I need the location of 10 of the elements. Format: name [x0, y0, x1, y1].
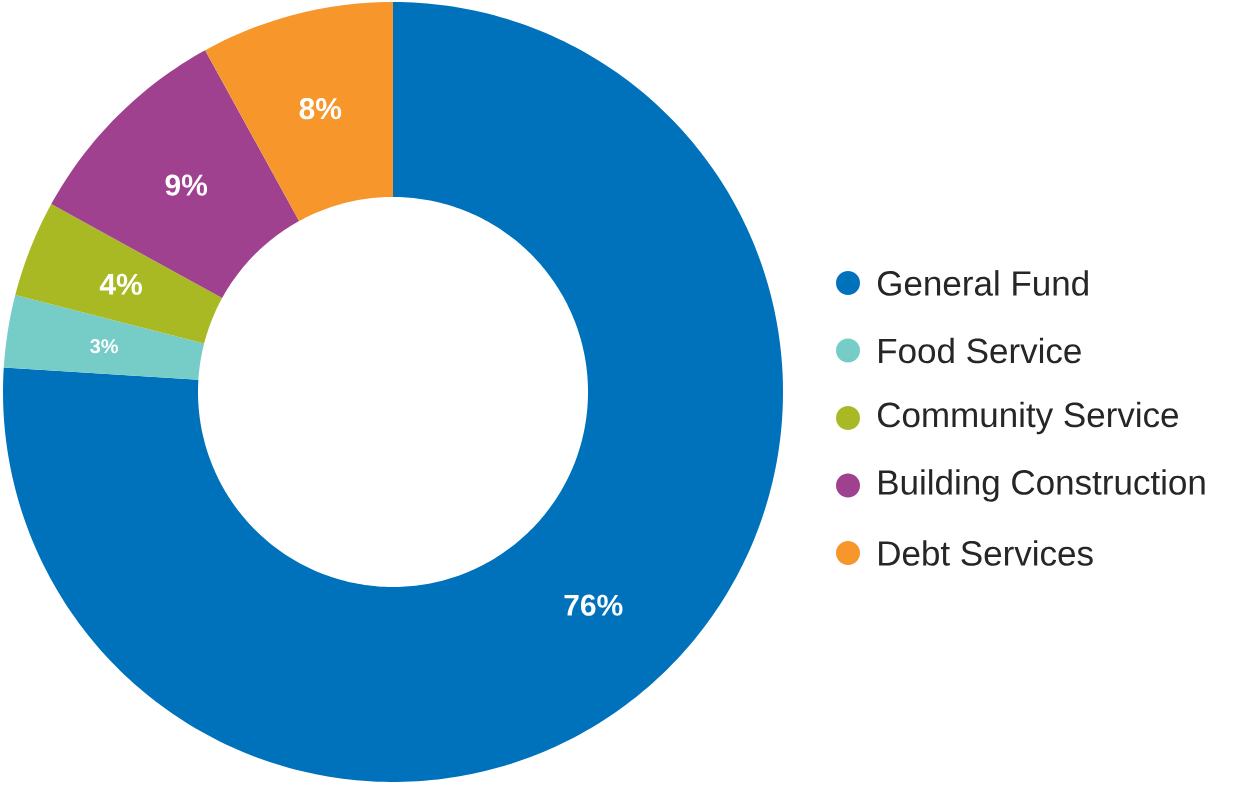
data-label: 3%: [90, 339, 119, 354]
legend-label: Building Construction: [879, 469, 1205, 502]
data-label: 76%: [564, 594, 623, 616]
data-label: 9%: [165, 174, 208, 196]
legend-label: Food Service: [879, 337, 1081, 364]
legend-label: Community Service: [877, 401, 1178, 435]
data-label: 4%: [99, 273, 142, 295]
data-label: 8%: [299, 98, 342, 120]
legend-label: General Fund: [877, 270, 1088, 296]
legend-label: Debt Services: [879, 540, 1093, 566]
